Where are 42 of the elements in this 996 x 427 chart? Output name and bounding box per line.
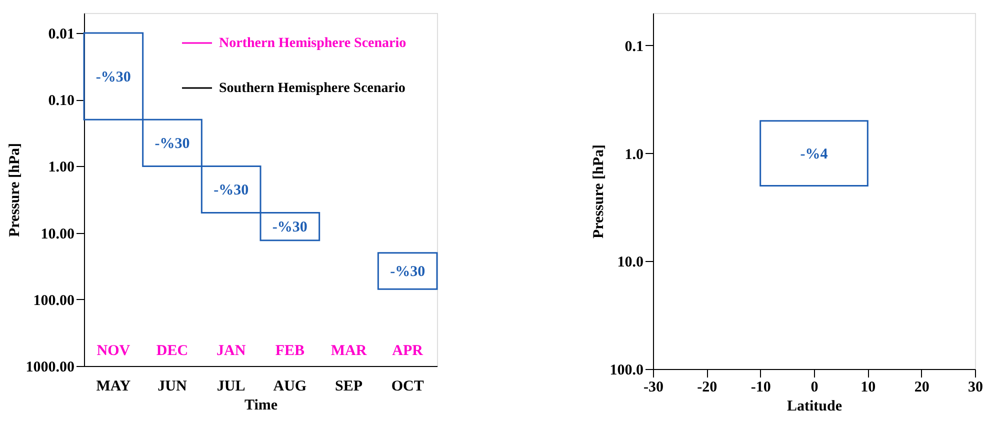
annotation: MAR [330,343,367,359]
annotation: FEB [275,343,305,359]
annotation: -%30 [154,136,190,152]
y-tick-label: 0.10 [48,93,74,110]
x-axis-title: Latitude [786,398,842,414]
y-tick-label: 1.00 [48,160,74,176]
y-tick-label: 0.1 [624,38,644,55]
x-tick-label: -20 [697,380,718,396]
annotation: JAN [216,343,246,359]
x-tick-label: 0 [810,380,818,396]
bar [377,252,438,290]
y-axis-title: Pressure [hPa] [6,142,23,238]
x-tick-label: OCT [391,378,424,394]
x-tick-label: MAY [96,378,131,394]
y-axis-title: Pressure [hPa] [590,144,607,239]
legend-label: Southern Hemisphere Scenario [219,81,406,96]
y-tick-label: 10.0 [617,254,644,271]
x-tick-label: JUN [158,378,187,394]
annotation: -%4 [800,146,828,162]
x-tick-label: JUL [216,378,246,394]
annotation: -%30 [96,69,131,86]
x-tick-label: 20 [914,380,930,396]
legend-label: Northern Hemisphere Scenario [219,36,406,51]
x-tick-label: 30 [968,380,983,396]
y-tick-label: 1.0 [624,146,644,163]
x-tick-label: -30 [644,380,664,396]
x-tick-label: SEP [334,378,363,394]
annotation: DEC [156,343,188,359]
annotation: -%30 [272,220,308,236]
x-axis-title: Time [244,398,278,414]
y-tick-label: 0.01 [48,26,74,43]
x-tick-label: AUG [273,378,307,394]
y-tick-label: 100.0 [610,362,644,378]
annotation: APR [392,343,424,359]
annotation: NOV [96,343,130,359]
x-tick-label: -10 [750,380,771,396]
y-tick-label: 1000.00 [26,360,74,376]
y-tick-label: 100.00 [33,292,74,309]
x-tick-label: 10 [860,380,876,396]
y-tick-label: 10.00 [40,226,74,242]
annotation: -%30 [214,182,249,198]
annotation: -%30 [390,264,426,280]
